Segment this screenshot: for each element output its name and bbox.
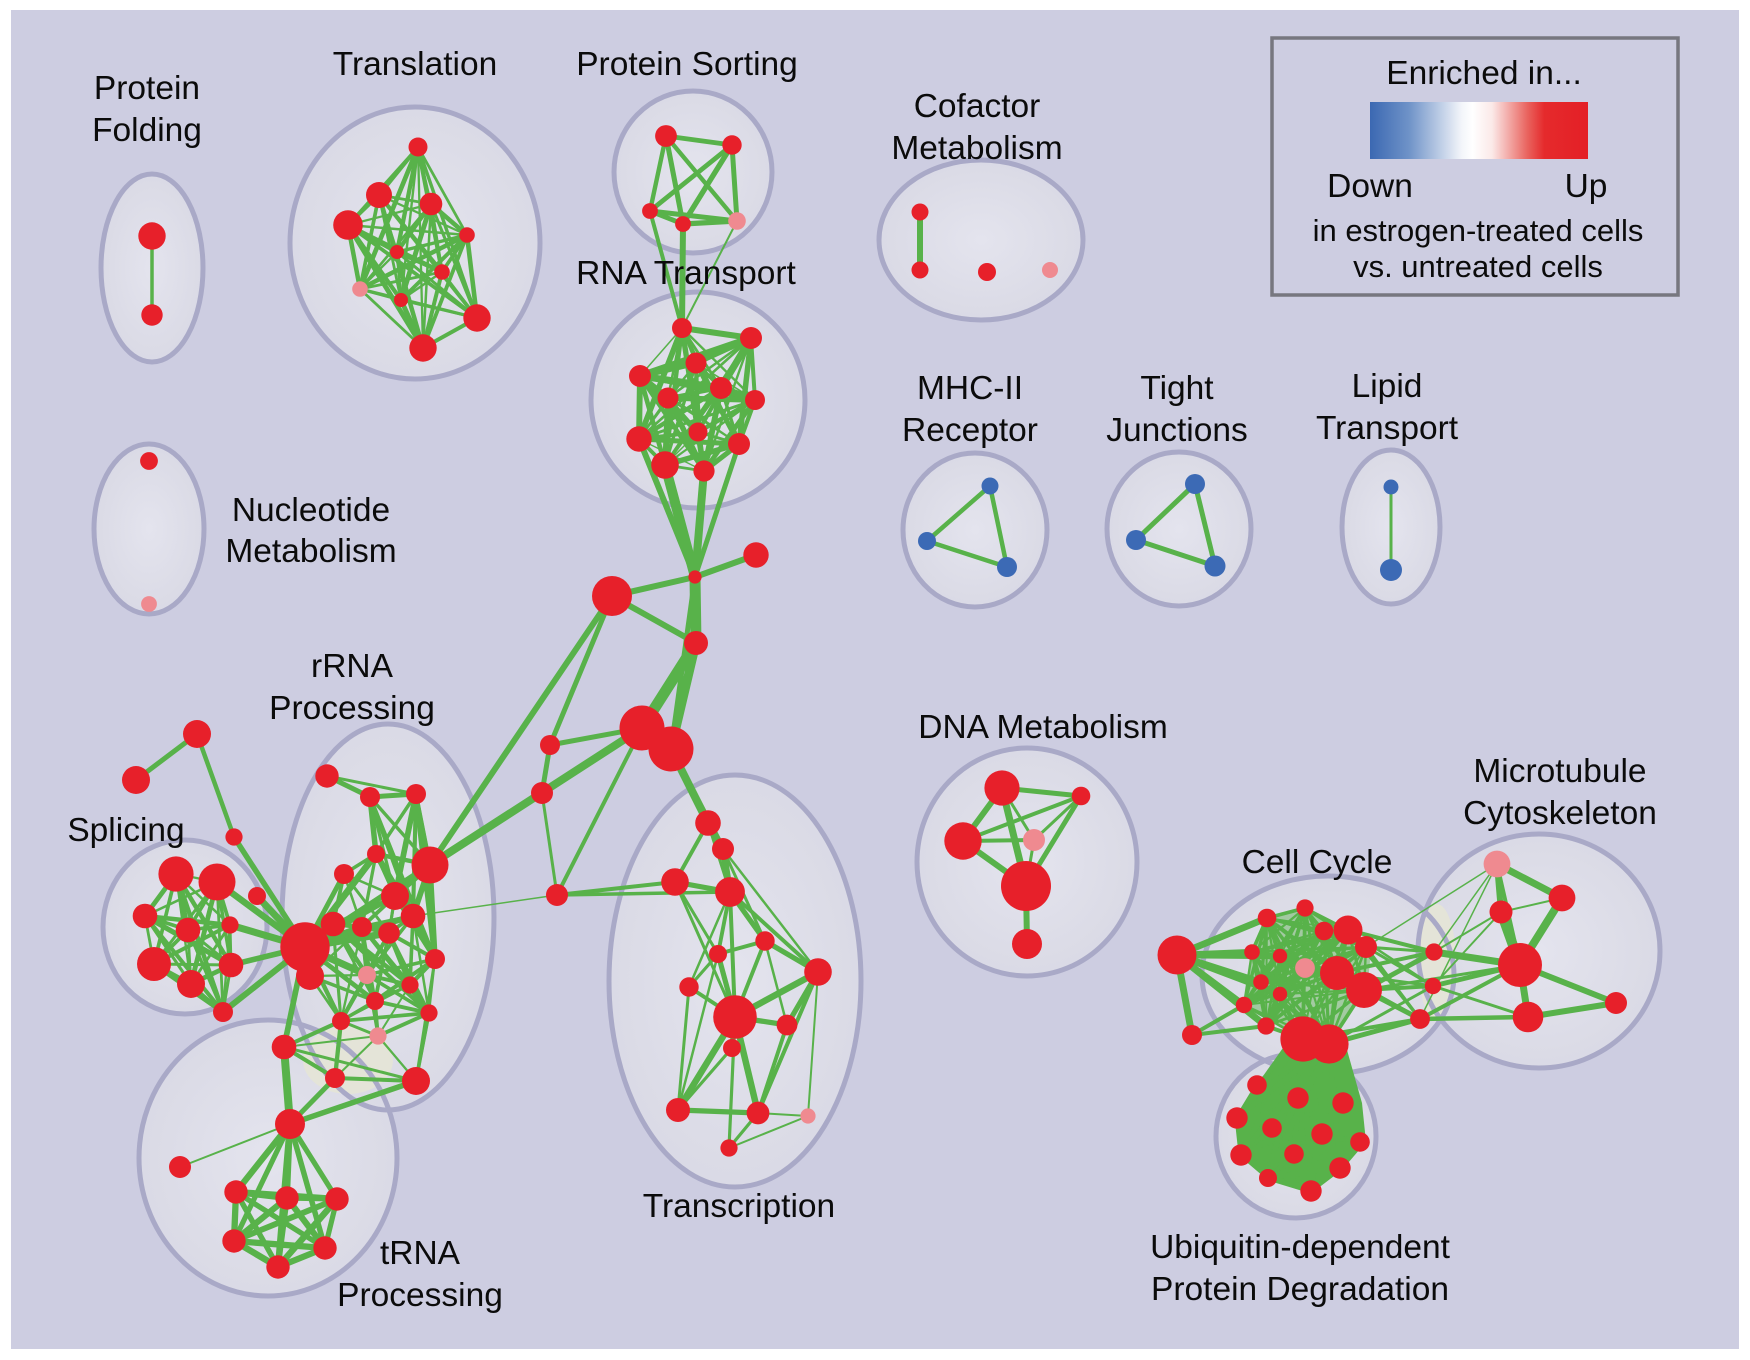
svg-text:Transcription: Transcription — [643, 1188, 835, 1225]
svg-text:DNA Metabolism: DNA Metabolism — [918, 709, 1167, 746]
svg-text:RNA Transport: RNA Transport — [576, 255, 796, 292]
svg-text:Protein Degradation: Protein Degradation — [1151, 1271, 1449, 1308]
svg-text:Splicing: Splicing — [67, 812, 184, 849]
svg-text:Receptor: Receptor — [902, 412, 1038, 449]
svg-text:Junctions: Junctions — [1106, 412, 1248, 449]
svg-text:tRNA: tRNA — [380, 1235, 461, 1272]
svg-text:Enriched in...: Enriched in... — [1386, 55, 1582, 92]
svg-text:vs. untreated cells: vs. untreated cells — [1353, 249, 1603, 284]
svg-text:Nucleotide: Nucleotide — [232, 492, 390, 529]
svg-text:Metabolism: Metabolism — [891, 130, 1062, 167]
svg-text:Cofactor: Cofactor — [914, 88, 1041, 125]
svg-text:Cell Cycle: Cell Cycle — [1242, 844, 1393, 881]
svg-text:Folding: Folding — [92, 112, 202, 149]
svg-text:MHC-II: MHC-II — [917, 370, 1023, 407]
svg-text:Protein Sorting: Protein Sorting — [576, 46, 798, 83]
svg-text:Lipid: Lipid — [1352, 368, 1423, 405]
svg-text:Transport: Transport — [1316, 410, 1459, 447]
svg-text:Microtubule: Microtubule — [1473, 753, 1646, 790]
svg-text:Ubiquitin-dependent: Ubiquitin-dependent — [1150, 1229, 1451, 1266]
svg-text:Tight: Tight — [1140, 370, 1214, 407]
svg-text:Protein: Protein — [94, 70, 200, 107]
svg-text:Up: Up — [1565, 168, 1608, 205]
svg-text:Down: Down — [1327, 168, 1413, 205]
svg-text:in estrogen-treated cells: in estrogen-treated cells — [1313, 213, 1644, 248]
svg-text:Cytoskeleton: Cytoskeleton — [1463, 795, 1657, 832]
svg-text:rRNA: rRNA — [311, 648, 394, 685]
svg-text:Metabolism: Metabolism — [225, 533, 396, 570]
svg-text:Translation: Translation — [333, 46, 497, 83]
svg-text:Processing: Processing — [269, 690, 435, 727]
svg-text:Processing: Processing — [337, 1277, 503, 1314]
